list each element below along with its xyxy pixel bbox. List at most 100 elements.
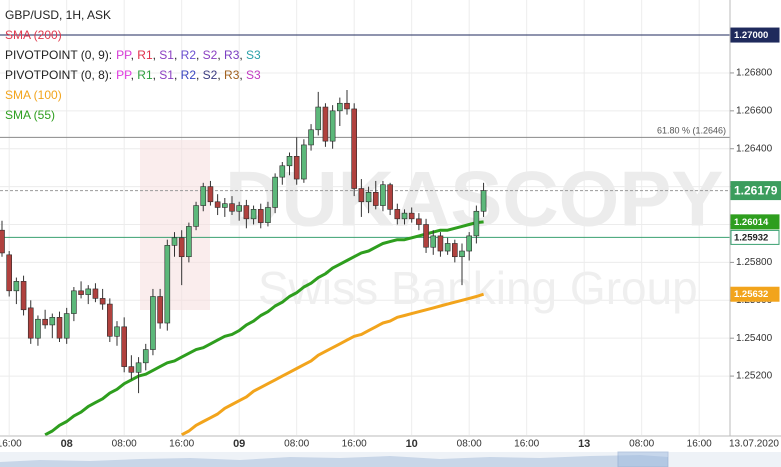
legend-separator: ,	[217, 68, 225, 82]
candle-body	[387, 184, 393, 210]
candle-body	[78, 290, 84, 295]
y-tick-label: 1.26400	[736, 143, 773, 154]
x-tick-label: 08:00	[284, 439, 309, 450]
legend-row: SMA (100)	[5, 85, 261, 105]
legend-separator: ,	[217, 48, 225, 62]
y-tick-label: 1.26800	[736, 68, 773, 79]
y-tick-label: 1.26600	[736, 105, 773, 116]
x-tick-label: 16:00	[687, 439, 712, 450]
legend-item: R3	[224, 48, 240, 62]
legend-separator: ,	[173, 48, 181, 62]
legend-entry: PIVOTPOINT (0, 9):	[5, 48, 113, 62]
candle-body	[236, 205, 242, 212]
watermark-logo	[140, 140, 210, 310]
candle-body	[42, 318, 48, 326]
legend-separator: ,	[152, 68, 160, 82]
grid	[0, 0, 730, 435]
candle-body	[437, 235, 444, 252]
legend-item: S2	[202, 68, 218, 82]
candle-body	[337, 102, 343, 112]
candle-body	[171, 237, 178, 246]
x-tick-label: 09	[233, 438, 245, 450]
legend-entry: SMA (200)	[5, 28, 62, 42]
axes: 1.252001.254001.256001.258001.260001.262…	[0, 27, 781, 450]
candle-body	[329, 110, 336, 142]
candle-body	[365, 192, 372, 203]
moving-averages	[44, 220, 485, 437]
legend-item: R1	[137, 68, 153, 82]
candle-body	[200, 186, 207, 206]
x-tick-label: 16:00	[514, 439, 539, 450]
candle-body	[128, 366, 135, 373]
price-label: 1.25932	[734, 232, 768, 243]
legend-separator: ,	[130, 48, 138, 62]
candle-body	[473, 210, 480, 237]
candle-body	[85, 288, 92, 295]
price-label-box	[730, 214, 780, 230]
candle-body	[142, 349, 149, 364]
candle-body	[408, 212, 415, 220]
navigator-window[interactable]	[617, 451, 669, 467]
legend-separator: ,	[196, 48, 203, 62]
legend-row: SMA (200)	[5, 25, 261, 45]
x-tick-label: 13	[578, 438, 590, 450]
price-label: 1.25632	[734, 289, 768, 300]
time-axis-bg	[0, 436, 781, 452]
legend-title: GBP/USD, 1H, ASK	[5, 8, 112, 22]
price-label: 1.26014	[734, 217, 769, 228]
candle-body	[293, 156, 300, 180]
candle-body	[243, 205, 250, 220]
axis-date: 13.07.2020	[729, 439, 779, 450]
candle-body	[265, 207, 271, 223]
candle-body	[229, 203, 235, 212]
navigator-area	[0, 455, 668, 467]
candle-body	[71, 290, 77, 314]
y-tick-label: 1.25400	[736, 333, 773, 344]
price-label: 1.27000	[734, 30, 768, 41]
candle-body	[92, 288, 99, 299]
candle-body	[13, 281, 20, 292]
price-label-box	[730, 181, 781, 201]
candle-body	[401, 212, 408, 220]
candle-body	[286, 156, 293, 167]
y-tick-label: 1.25800	[736, 257, 773, 268]
candle-body	[380, 184, 386, 206]
legend-item: R3	[224, 68, 240, 82]
legend-separator: ,	[239, 48, 247, 62]
candle-body	[416, 218, 422, 225]
x-tick-label: 08:00	[457, 439, 482, 450]
legend: GBP/USD, 1H, ASK SMA (200) PIVOTPOINT (0, …	[5, 5, 261, 125]
candle-body	[394, 209, 401, 220]
legend-item: R2	[180, 48, 196, 62]
price-label: 1.26179	[734, 183, 778, 197]
candle-body	[0, 229, 5, 254]
x-tick-label: 16:00	[342, 439, 367, 450]
levels: 61.80 % (1.2646)	[0, 34, 730, 238]
candle-body	[99, 298, 106, 305]
candle-body	[466, 235, 472, 252]
candle-body	[207, 186, 214, 203]
x-tick-label: 08	[61, 438, 73, 450]
legend-item: S3	[246, 68, 261, 82]
candle-body	[157, 296, 163, 324]
legend-entry: SMA (100)	[5, 88, 62, 102]
candle-body	[164, 245, 171, 324]
candle-body	[351, 108, 357, 189]
legend-item: PP	[116, 68, 131, 82]
legend-item: PP	[116, 48, 131, 62]
candle-body	[250, 209, 257, 220]
x-tick-label: 10	[406, 438, 418, 450]
candle-body	[459, 250, 465, 258]
candle-body	[178, 237, 185, 258]
x-tick-label: 16:00	[169, 439, 194, 450]
candle-body	[135, 362, 142, 373]
watermark-subtext: Swiss Banking Group	[258, 262, 698, 314]
navigator	[0, 451, 781, 467]
candle-body	[452, 243, 458, 258]
candle-body	[27, 307, 34, 339]
candle-body	[315, 106, 322, 131]
legend-separator: ,	[152, 48, 160, 62]
legend-separator: ,	[239, 68, 247, 82]
